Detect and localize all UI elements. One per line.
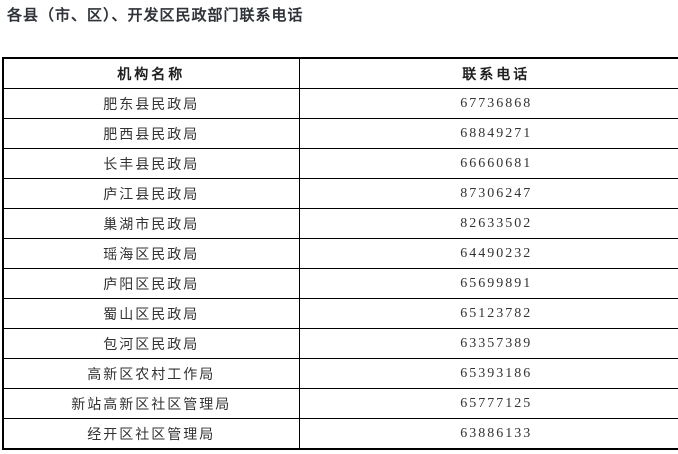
table-header-row: 机构名称 联系电话 — [2, 57, 678, 89]
contact-table: 机构名称 联系电话 肥东县民政局 67736868 肥西县民政局 6884927… — [2, 57, 678, 450]
phone-number-cell: 67736868 — [298, 88, 678, 119]
table-row: 长丰县民政局 66660681 — [2, 148, 678, 179]
table-row: 肥东县民政局 67736868 — [2, 88, 678, 119]
phone-number-cell: 87306247 — [298, 178, 678, 209]
phone-number-cell: 63886133 — [298, 418, 678, 450]
table-header-phone: 联系电话 — [298, 57, 678, 89]
phone-number-cell: 63357389 — [298, 328, 678, 359]
phone-number-cell: 64490232 — [298, 238, 678, 269]
phone-number-cell: 65393186 — [298, 358, 678, 389]
phone-number-cell: 65699891 — [298, 268, 678, 299]
table-body: 肥东县民政局 67736868 肥西县民政局 68849271 长丰县民政局 6… — [2, 88, 678, 450]
table-row: 庐江县民政局 87306247 — [2, 178, 678, 209]
table-row: 高新区农村工作局 65393186 — [2, 358, 678, 389]
institution-name-cell: 瑶海区民政局 — [2, 238, 300, 269]
institution-name-cell: 庐江县民政局 — [2, 178, 300, 209]
table-row: 包河区民政局 63357389 — [2, 328, 678, 359]
institution-name-cell: 长丰县民政局 — [2, 148, 300, 179]
institution-name-cell: 蜀山区民政局 — [2, 298, 300, 329]
phone-number-cell: 66660681 — [298, 148, 678, 179]
page-title: 各县（市、区）、开发区民政部门联系电话 — [7, 7, 304, 24]
table-header-institution: 机构名称 — [2, 57, 300, 89]
phone-number-cell: 68849271 — [298, 118, 678, 149]
institution-name-cell: 经开区社区管理局 — [2, 418, 300, 450]
phone-number-cell: 82633502 — [298, 208, 678, 239]
institution-name-cell: 新站高新区社区管理局 — [2, 388, 300, 419]
institution-name-cell: 庐阳区民政局 — [2, 268, 300, 299]
table-row: 新站高新区社区管理局 65777125 — [2, 388, 678, 419]
table-row: 瑶海区民政局 64490232 — [2, 238, 678, 269]
table-row: 经开区社区管理局 63886133 — [2, 418, 678, 450]
table-row: 肥西县民政局 68849271 — [2, 118, 678, 149]
table-row: 庐阳区民政局 65699891 — [2, 268, 678, 299]
institution-name-cell: 包河区民政局 — [2, 328, 300, 359]
phone-number-cell: 65777125 — [298, 388, 678, 419]
institution-name-cell: 肥西县民政局 — [2, 118, 300, 149]
table-row: 巢湖市民政局 82633502 — [2, 208, 678, 239]
phone-number-cell: 65123782 — [298, 298, 678, 329]
table-row: 蜀山区民政局 65123782 — [2, 298, 678, 329]
institution-name-cell: 高新区农村工作局 — [2, 358, 300, 389]
institution-name-cell: 巢湖市民政局 — [2, 208, 300, 239]
institution-name-cell: 肥东县民政局 — [2, 88, 300, 119]
